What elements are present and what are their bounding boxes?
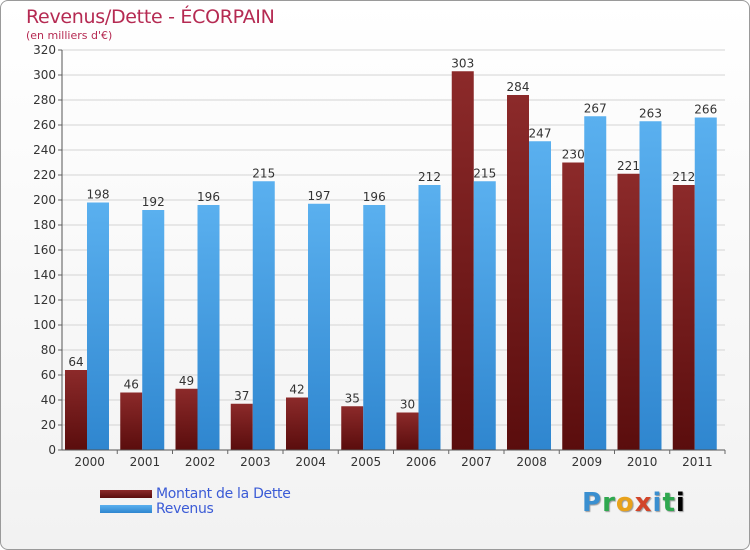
y-tick-label: 120 (33, 293, 56, 307)
bar-dette (341, 406, 364, 450)
value-label-dette: 30 (400, 398, 415, 412)
value-label-revenus: 247 (529, 126, 552, 140)
value-label-dette: 284 (507, 80, 530, 94)
bar-dette (617, 173, 640, 450)
value-label-revenus: 196 (363, 190, 386, 204)
value-label-dette: 303 (451, 56, 474, 70)
value-label-revenus: 215 (252, 166, 275, 180)
y-tick-label: 20 (41, 418, 56, 432)
legend-label-revenus: Revenus (156, 500, 214, 517)
y-tick-label: 100 (33, 318, 56, 332)
legend-swatch-debt (100, 489, 152, 498)
y-tick-label: 320 (33, 43, 56, 57)
bar-revenus (197, 205, 220, 450)
value-label-revenus: 197 (308, 189, 331, 203)
value-label-revenus: 267 (584, 101, 607, 115)
bar-dette (65, 370, 87, 450)
x-tick-label: 2010 (627, 455, 658, 469)
value-label-revenus: 212 (418, 170, 441, 184)
y-tick-label: 280 (33, 93, 56, 107)
bar-dette (507, 95, 529, 450)
value-label-dette: 230 (562, 148, 585, 162)
bar-revenus (363, 205, 386, 450)
value-label-revenus: 198 (87, 188, 110, 202)
value-label-dette: 35 (345, 391, 360, 405)
bar-dette (286, 397, 308, 450)
x-tick-label: 2003 (240, 455, 271, 469)
bar-revenus (694, 117, 717, 450)
bar-revenus (584, 116, 607, 450)
y-tick-label: 260 (33, 118, 56, 132)
bar-revenus (252, 181, 275, 450)
value-label-dette: 212 (672, 170, 695, 184)
y-tick-label: 200 (33, 193, 56, 207)
x-tick-label: 2004 (295, 455, 326, 469)
legend-item-debt: Montant de la Dette (100, 485, 291, 502)
proxiti-logo: Proxiti (582, 488, 686, 518)
legend: Montant de la Dette Revenus (100, 485, 291, 517)
bar-revenus (418, 185, 441, 450)
bar-dette (562, 162, 585, 450)
value-label-revenus: 263 (639, 106, 662, 120)
legend-swatch-revenus (100, 504, 152, 513)
bar-revenus (308, 203, 330, 450)
value-label-dette: 46 (124, 378, 139, 392)
y-tick-label: 160 (33, 243, 56, 257)
value-label-dette: 221 (617, 159, 640, 173)
y-tick-label: 0 (48, 443, 56, 457)
y-tick-label: 60 (41, 368, 56, 382)
value-label-dette: 37 (234, 389, 249, 403)
value-label-dette: 64 (68, 355, 83, 369)
bar-revenus (529, 141, 551, 450)
x-tick-label: 2005 (351, 455, 382, 469)
y-tick-label: 180 (33, 218, 56, 232)
bar-revenus (639, 121, 662, 450)
value-label-revenus: 215 (473, 166, 496, 180)
x-tick-label: 2002 (185, 455, 216, 469)
legend-label-debt: Montant de la Dette (156, 485, 291, 502)
y-tick-label: 40 (41, 393, 56, 407)
x-tick-label: 2000 (74, 455, 105, 469)
value-label-revenus: 192 (142, 195, 165, 209)
y-tick-label: 140 (33, 268, 56, 282)
x-tick-label: 2009 (572, 455, 603, 469)
bar-dette (451, 71, 474, 450)
legend-item-revenus: Revenus (100, 500, 291, 517)
value-label-dette: 49 (179, 374, 194, 388)
value-label-dette: 42 (289, 383, 304, 397)
x-tick-label: 2011 (682, 455, 713, 469)
chart-subtitle: (en milliers d'€) (26, 29, 113, 42)
y-tick-label: 300 (33, 68, 56, 82)
bar-dette (672, 185, 695, 450)
x-tick-label: 2008 (516, 455, 547, 469)
chart-title: Revenus/Dette - ÉCORPAIN (26, 6, 275, 28)
y-tick-label: 220 (33, 168, 56, 182)
bar-dette (396, 412, 419, 450)
bar-dette (175, 388, 198, 450)
bar-revenus (142, 210, 165, 450)
y-tick-label: 240 (33, 143, 56, 157)
value-label-revenus: 266 (694, 103, 717, 117)
x-tick-label: 2006 (406, 455, 437, 469)
x-tick-label: 2007 (461, 455, 492, 469)
value-label-revenus: 196 (197, 190, 220, 204)
bar-dette (230, 403, 253, 450)
bar-revenus (87, 202, 109, 450)
bar-revenus (473, 181, 496, 450)
x-tick-label: 2001 (130, 455, 161, 469)
bar-dette (120, 392, 143, 450)
y-tick-label: 80 (41, 343, 56, 357)
